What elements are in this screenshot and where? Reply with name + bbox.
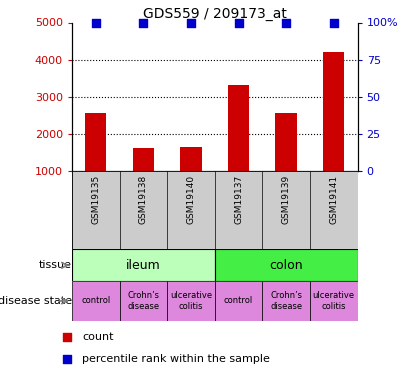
Text: GSM19139: GSM19139	[282, 174, 291, 224]
Bar	[133, 148, 154, 171]
Bar	[120, 281, 167, 321]
Text: ileum: ileum	[126, 259, 161, 272]
Text: GSM19138: GSM19138	[139, 174, 148, 224]
Text: GSM19141: GSM19141	[329, 174, 338, 223]
Text: disease state: disease state	[0, 296, 72, 306]
Bar	[72, 281, 120, 321]
Text: count: count	[82, 332, 113, 342]
Title: GDS559 / 209173_at: GDS559 / 209173_at	[143, 8, 287, 21]
Point	[140, 20, 147, 26]
Point	[92, 20, 99, 26]
Point	[63, 334, 70, 340]
Text: control: control	[224, 296, 253, 305]
Bar	[215, 249, 358, 281]
Bar	[310, 281, 358, 321]
Text: GSM19137: GSM19137	[234, 174, 243, 224]
Bar	[85, 113, 106, 171]
Text: Crohn’s
disease: Crohn’s disease	[127, 291, 159, 310]
Point	[188, 20, 194, 26]
Point	[63, 356, 70, 362]
Text: control: control	[81, 296, 111, 305]
Bar	[167, 281, 215, 321]
Bar	[262, 281, 310, 321]
Point	[330, 20, 337, 26]
Text: Crohn’s
disease: Crohn’s disease	[270, 291, 302, 310]
Text: ulcerative
colitis: ulcerative colitis	[313, 291, 355, 310]
Text: GSM19135: GSM19135	[91, 174, 100, 224]
Bar	[323, 52, 344, 171]
Text: GSM19140: GSM19140	[187, 174, 196, 223]
Text: ulcerative
colitis: ulcerative colitis	[170, 291, 212, 310]
Point	[283, 20, 289, 26]
Bar	[215, 281, 262, 321]
Text: colon: colon	[269, 259, 303, 272]
Bar	[275, 113, 297, 171]
Bar	[72, 249, 215, 281]
Point	[235, 20, 242, 26]
Bar	[228, 86, 249, 171]
Bar	[180, 147, 202, 171]
Text: tissue: tissue	[39, 260, 72, 270]
Text: percentile rank within the sample: percentile rank within the sample	[82, 354, 270, 364]
